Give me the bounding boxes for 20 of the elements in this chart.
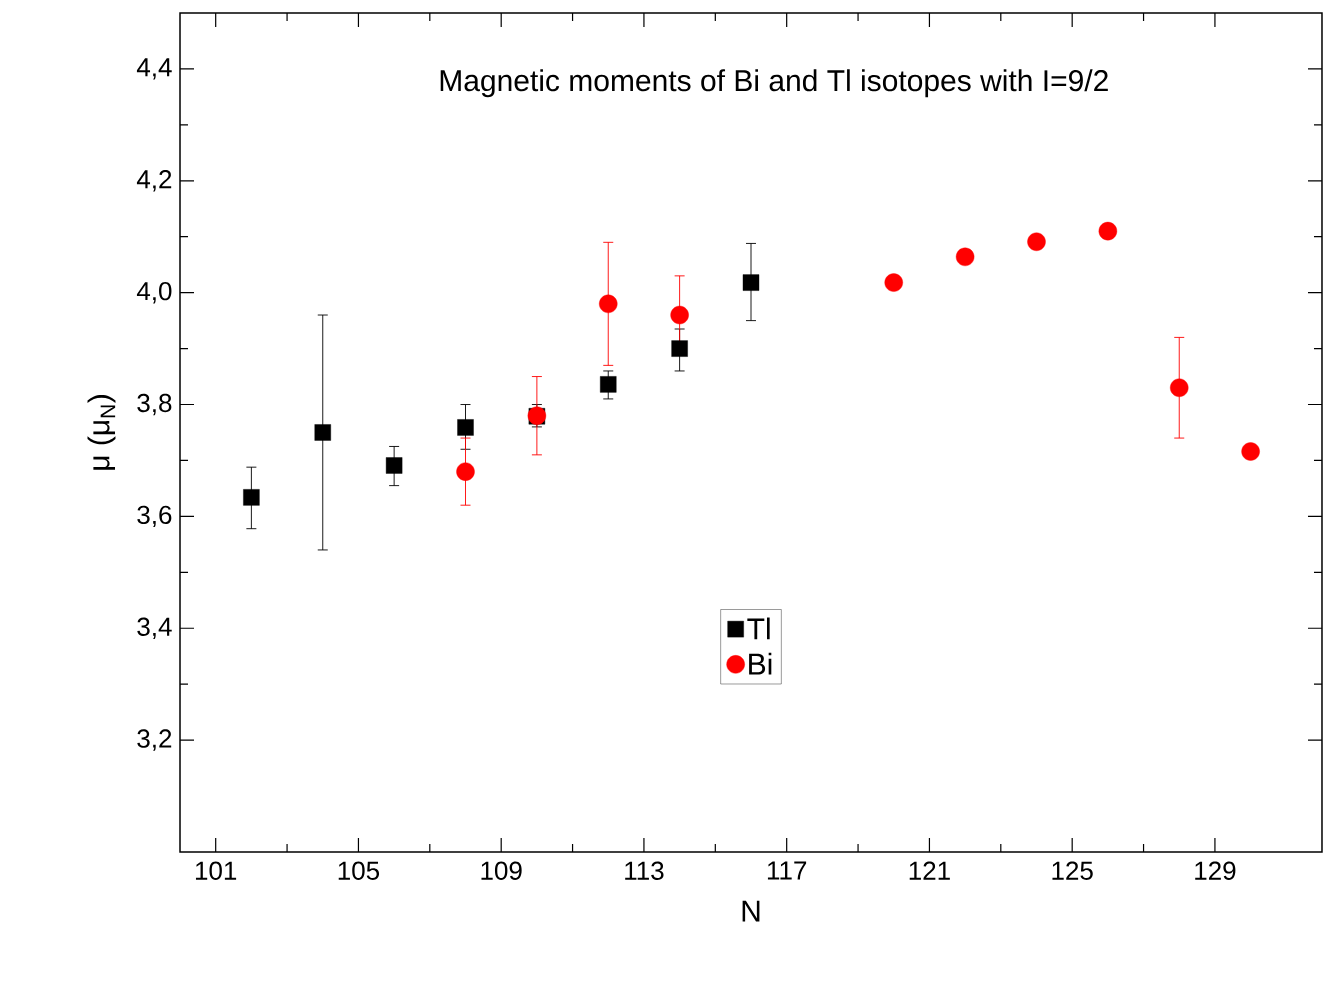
x-tick-label: 129 [1195,861,1236,880]
x-tick-label: 105 [338,861,380,880]
y-tick-label: 4,4 [136,58,172,80]
x-tick-label: 117 [767,861,807,880]
y-tick-label: 3,6 [137,505,172,528]
y-axis-title: μ (μ$_{N}$) [87,395,116,470]
legend-label: Tl [747,617,770,640]
y-tick-label: 3,8 [137,393,172,416]
x-tick-label: 125 [1052,861,1093,880]
y-tick-label: 4,0 [136,281,172,304]
x-tick-label: 113 [625,861,664,880]
x-tick-label: 109 [481,861,522,880]
x-tick-label: 101 [195,861,237,880]
text: Magnetic moments of Bi and Tl isotopes with I=9/2 [440,69,1108,98]
y-tick-label: 3,2 [137,729,172,751]
legend-label: Bi [749,652,772,675]
y-tick-label: 4,2 [136,170,172,192]
x-axis-title: N [742,900,760,922]
y-tick-label: 3,4 [137,617,172,639]
x-tick-label: 121 [909,861,950,880]
